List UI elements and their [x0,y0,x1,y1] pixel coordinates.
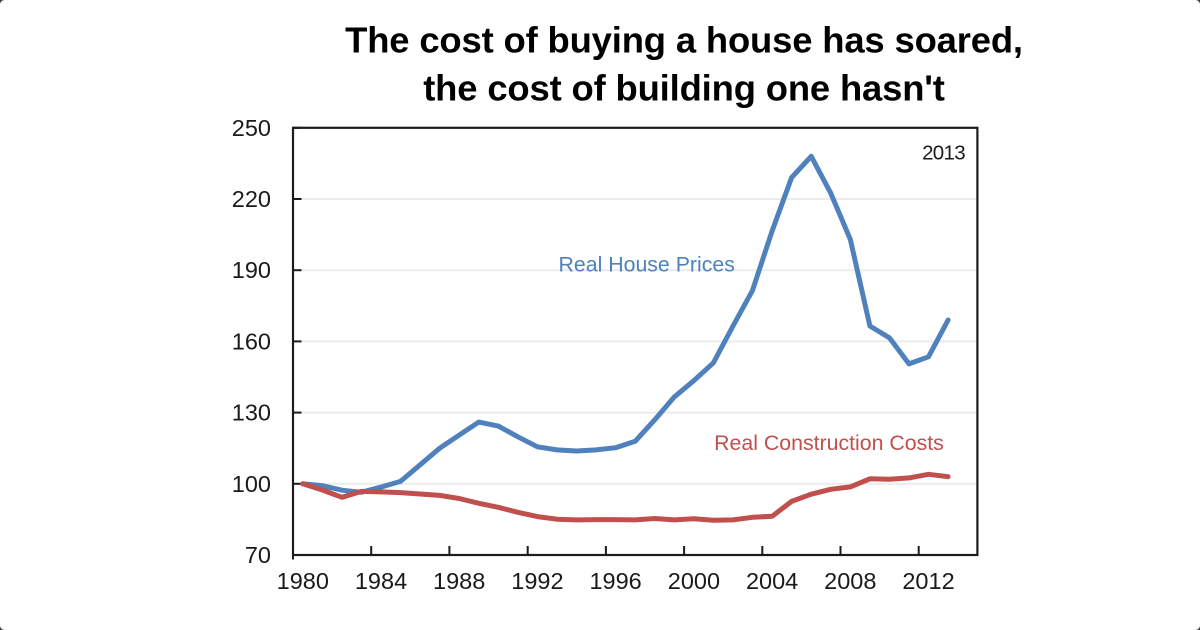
svg-text:Real Construction Costs: Real Construction Costs [714,431,944,455]
svg-text:2000: 2000 [668,568,720,594]
svg-text:1984: 1984 [355,568,407,594]
svg-text:1996: 1996 [589,568,641,594]
svg-text:160: 160 [232,328,271,354]
svg-text:The cost of buying a house has: The cost of buying a house has soared, [345,19,1023,60]
svg-text:Real House Prices: Real House Prices [559,252,735,276]
svg-text:2004: 2004 [746,568,798,594]
svg-text:2008: 2008 [824,568,876,594]
svg-text:220: 220 [232,186,271,212]
svg-text:1992: 1992 [511,568,563,594]
svg-text:190: 190 [232,257,271,283]
svg-text:2013: 2013 [922,141,965,164]
svg-text:130: 130 [232,400,271,426]
svg-text:100: 100 [232,471,271,497]
svg-text:1988: 1988 [433,568,485,594]
svg-text:70: 70 [245,542,271,568]
svg-text:2012: 2012 [902,568,954,594]
svg-text:250: 250 [232,115,271,141]
svg-text:1980: 1980 [277,568,329,594]
svg-text:the cost of building one hasn': the cost of building one hasn't [423,68,945,109]
